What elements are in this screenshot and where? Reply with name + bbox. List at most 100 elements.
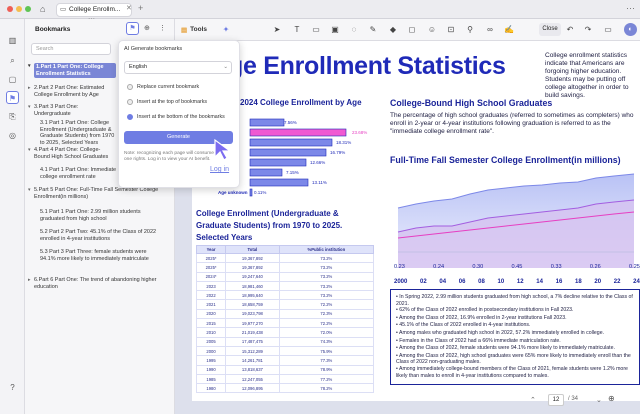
fte-title: Full-Time Fall Semester College Enrollme… xyxy=(390,155,621,165)
table-cell: 1980 xyxy=(195,383,227,394)
table-cell: 73.2% xyxy=(278,290,375,301)
option-replace-radio[interactable] xyxy=(127,84,133,90)
age-bar xyxy=(249,188,253,197)
ai-assistant-icon[interactable]: ✦ xyxy=(222,25,230,34)
tools-button[interactable]: ▤ Tools xyxy=(181,26,208,34)
minimize-window-icon[interactable] xyxy=(16,6,22,12)
bookmark-item[interactable]: ▾ 3.Part 3 Part One: Undergraduate xyxy=(28,104,79,117)
prev-page-icon[interactable]: ⌃ xyxy=(530,397,536,404)
table-cell: 12,096,895 xyxy=(225,383,280,394)
help-icon[interactable]: ? xyxy=(10,383,15,392)
x-tick-label: 14 xyxy=(536,279,543,285)
bullet-text: Females in the Class of 2022 had a 66% i… xyxy=(399,337,561,344)
bookmark-item[interactable]: 3.1 Part 1 Part One: College Enrollment … xyxy=(40,120,115,146)
x-tick-label: 12 xyxy=(516,279,524,285)
table-cell: 77.2% xyxy=(278,373,375,385)
new-tab-icon[interactable]: + xyxy=(138,3,144,13)
home-icon[interactable]: ⌂ xyxy=(40,4,46,14)
shape-tool-icon[interactable]: ◻ xyxy=(408,25,416,34)
zoom-icon[interactable]: ⊕ xyxy=(608,394,615,403)
generate-button[interactable]: Generate xyxy=(124,131,233,144)
sidebar-toggle-icon[interactable]: ▥ xyxy=(8,36,17,45)
line-value-label: 0.33 xyxy=(550,264,562,270)
bookmark-item[interactable]: 5.3 Part 3 Part Three: female students w… xyxy=(40,249,149,262)
age-label: Age unknown xyxy=(218,190,248,195)
age-bar xyxy=(249,168,283,177)
stamp-tool-icon[interactable]: ⊡ xyxy=(447,25,455,34)
file-icon: ▭ xyxy=(60,6,67,13)
close-tools-button[interactable]: Close xyxy=(539,23,561,36)
bookmark-icon[interactable]: ⚑ xyxy=(6,91,19,104)
fte-bottom-values: 0.23 0.24 0.30 0.45 0.33 0.26 0.25 xyxy=(394,264,640,270)
text-tool-icon[interactable]: T xyxy=(294,25,300,34)
comment-icon[interactable]: ◎ xyxy=(9,131,16,140)
attachment-icon[interactable]: ⎘ xyxy=(9,112,16,121)
document-tab[interactable]: ▭ College Enrollm... xyxy=(56,3,132,17)
login-link[interactable]: Log in xyxy=(210,166,230,173)
table-cell: 73.2% xyxy=(278,280,375,292)
bullet-item: • 45.1% of the Class of 2022 enrolled in… xyxy=(396,322,531,329)
search-icon[interactable]: ⌕ xyxy=(10,56,15,65)
age-bar xyxy=(249,158,307,167)
avatar[interactable]: ◐ xyxy=(624,23,637,36)
textbox-tool-icon[interactable]: ▭ xyxy=(312,25,320,34)
redo-icon[interactable]: ↷ xyxy=(584,25,592,34)
table-row: 2025* 19,367,892 73.2% xyxy=(195,262,375,273)
line-value-label: 0.24 xyxy=(433,264,445,270)
table-cell: 2000 xyxy=(195,345,227,357)
thumbnail-icon[interactable]: ▢ xyxy=(8,75,17,84)
link-tool-icon[interactable]: ∞ xyxy=(487,25,493,34)
age-bar xyxy=(249,128,347,137)
bookmark-item[interactable]: ▾ 4.Part 4 Part One: College-Bound High S… xyxy=(28,147,109,160)
table-cell: 2024* xyxy=(195,271,227,282)
bookmark-item[interactable]: 5.2 Part 2 Part Two: 45.1% of the Class … xyxy=(40,229,157,242)
page-total: / 34 xyxy=(568,396,579,402)
bookmark-search-input[interactable]: Search xyxy=(31,43,111,55)
pen-tool-icon[interactable]: ✎ xyxy=(369,25,377,34)
bullet-text: Among the Class of 2022, female students… xyxy=(398,345,615,352)
add-bookmark-icon[interactable]: ⊕ xyxy=(144,25,150,32)
callout-tool-icon[interactable]: ▣ xyxy=(331,25,339,34)
table-cell: 19,247,640 xyxy=(225,271,280,282)
age-bar xyxy=(249,118,285,127)
x-tick-label: 20 xyxy=(594,279,602,285)
ai-bookmark-button[interactable]: ⚑ xyxy=(126,22,139,35)
zoom-window-icon[interactable] xyxy=(25,6,31,12)
language-select[interactable]: English ⌄ xyxy=(124,61,232,74)
undo-icon[interactable]: ↶ xyxy=(566,25,574,34)
more-options-icon[interactable]: ⋮ xyxy=(159,25,166,32)
hsg-text: The percentage of high school graduates … xyxy=(390,112,634,135)
highlight-tool-icon[interactable]: ◆ xyxy=(389,25,397,34)
bookmark-item[interactable]: ▾ 1.Part 1 Part One: College Enrollment S… xyxy=(28,63,116,79)
tab-close-icon[interactable]: ✕ xyxy=(126,5,132,12)
option-bottom-radio[interactable] xyxy=(127,114,133,120)
table-cell: 78.9% xyxy=(278,364,375,375)
enrollment-table: Year Total %Public institution 2025* 19,3… xyxy=(195,245,375,394)
next-page-icon[interactable]: ⌄ xyxy=(596,397,602,404)
option-top-radio[interactable] xyxy=(127,99,133,105)
sticker-tool-icon[interactable]: ☺ xyxy=(427,25,437,34)
page-navigator: ⌃ 12 / 34 ⌄ xyxy=(530,394,630,408)
page-number-input[interactable]: 12 xyxy=(548,394,564,406)
bookmark-item[interactable]: 4.1 Part 1 Part One: Immediate college e… xyxy=(40,167,117,180)
table-cell: 72.2% xyxy=(278,318,375,329)
close-window-icon[interactable] xyxy=(7,6,13,12)
bookmark-item[interactable]: ▸ 2.Part 2 Part One: Estimated College En… xyxy=(28,85,105,98)
signature-tool-icon[interactable]: ✍ xyxy=(504,25,514,34)
drag-handle[interactable]: ⋯ xyxy=(88,16,95,23)
table-cell: 19,023,798 xyxy=(225,308,280,320)
bullet-item: • Among immediately college-bound member… xyxy=(396,366,628,379)
attach-tool-icon[interactable]: ⚲ xyxy=(467,25,473,34)
comment-tool-icon[interactable]: ◌ xyxy=(351,25,357,34)
table-header: Total xyxy=(225,245,280,254)
save-icon[interactable]: ▭ xyxy=(604,25,612,34)
bookmark-item[interactable]: 5.1 Part 1 Part One: 2.99 million studen… xyxy=(40,209,141,222)
line-value-label: 0.26 xyxy=(589,264,601,270)
bookmark-item[interactable]: ▸ 6.Part 6 Part One: The trend of abandon… xyxy=(28,277,157,290)
window-overflow-icon[interactable]: ⋯ xyxy=(626,3,635,13)
x-tick-label: 16 xyxy=(555,279,563,285)
table-row: 2000 15,312,289 75.9% xyxy=(195,345,375,357)
select-tool-icon[interactable]: ➤ xyxy=(273,25,281,34)
table-cell: 18,995,640 xyxy=(225,290,280,301)
bookmark-item[interactable]: ▾ 5.Part 5 Part One: Full-Time Fall Semes… xyxy=(28,187,159,200)
